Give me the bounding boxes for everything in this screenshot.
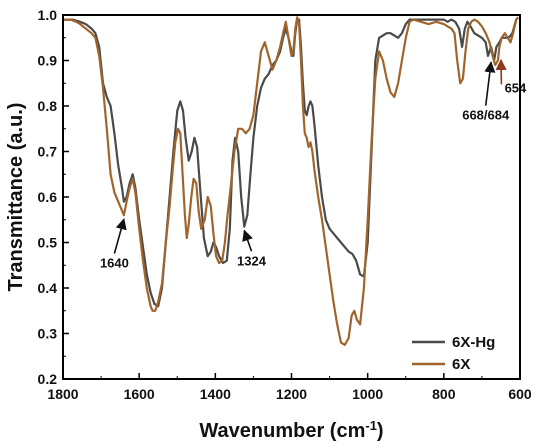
y-tick-label: 0.4 [38,280,58,296]
annotation-arrow [113,218,127,254]
y-tick-label: 0.2 [38,371,58,387]
x-tick-label: 800 [432,386,456,402]
annotation-arrow [242,229,253,252]
y-tick-label: 0.5 [38,235,58,251]
y-tick-label: 0.3 [38,326,58,342]
annotation-label: 1640 [100,256,129,271]
y-tick-label: 0.6 [38,189,58,205]
series-line-0 [63,16,519,308]
annotation-label: 1324 [237,253,267,268]
y-tick-label: 0.9 [38,53,58,69]
legend-label: 6X [452,356,470,373]
y-tick-label: 1.0 [38,7,58,23]
x-tick-label: 1800 [47,386,78,402]
series-lines [63,16,519,346]
x-tick-label: 1400 [200,386,231,402]
annotations: 1640 1324 668/684 654 [100,58,527,271]
plot-frame [62,14,521,380]
annotation-label: 668/684 [462,108,510,123]
x-tick-label: 1000 [352,386,383,402]
x-tick-labels: 1800 1600 1400 1200 1000 800 600 [47,386,531,402]
legend: 6X-Hg 6X [412,334,495,373]
x-tick-label: 1200 [276,386,307,402]
x-axis-title: Wavenumber (cm-1) [199,418,383,442]
x-tick-label: 1600 [124,386,155,402]
legend-label: 6X-Hg [452,334,495,351]
series-line-1 [63,16,519,346]
x-tick-label: 600 [508,386,532,402]
tick-marks [62,14,521,380]
y-tick-label: 0.7 [38,144,58,160]
y-tick-label: 0.8 [38,98,58,114]
y-axis-title: Transmittance (a.u.) [5,103,27,292]
annotation-arrow [484,61,496,106]
y-tick-labels: 0.2 0.3 0.4 0.5 0.6 0.7 0.8 0.9 1.0 [38,7,58,387]
annotation-label: 654 [505,80,527,95]
